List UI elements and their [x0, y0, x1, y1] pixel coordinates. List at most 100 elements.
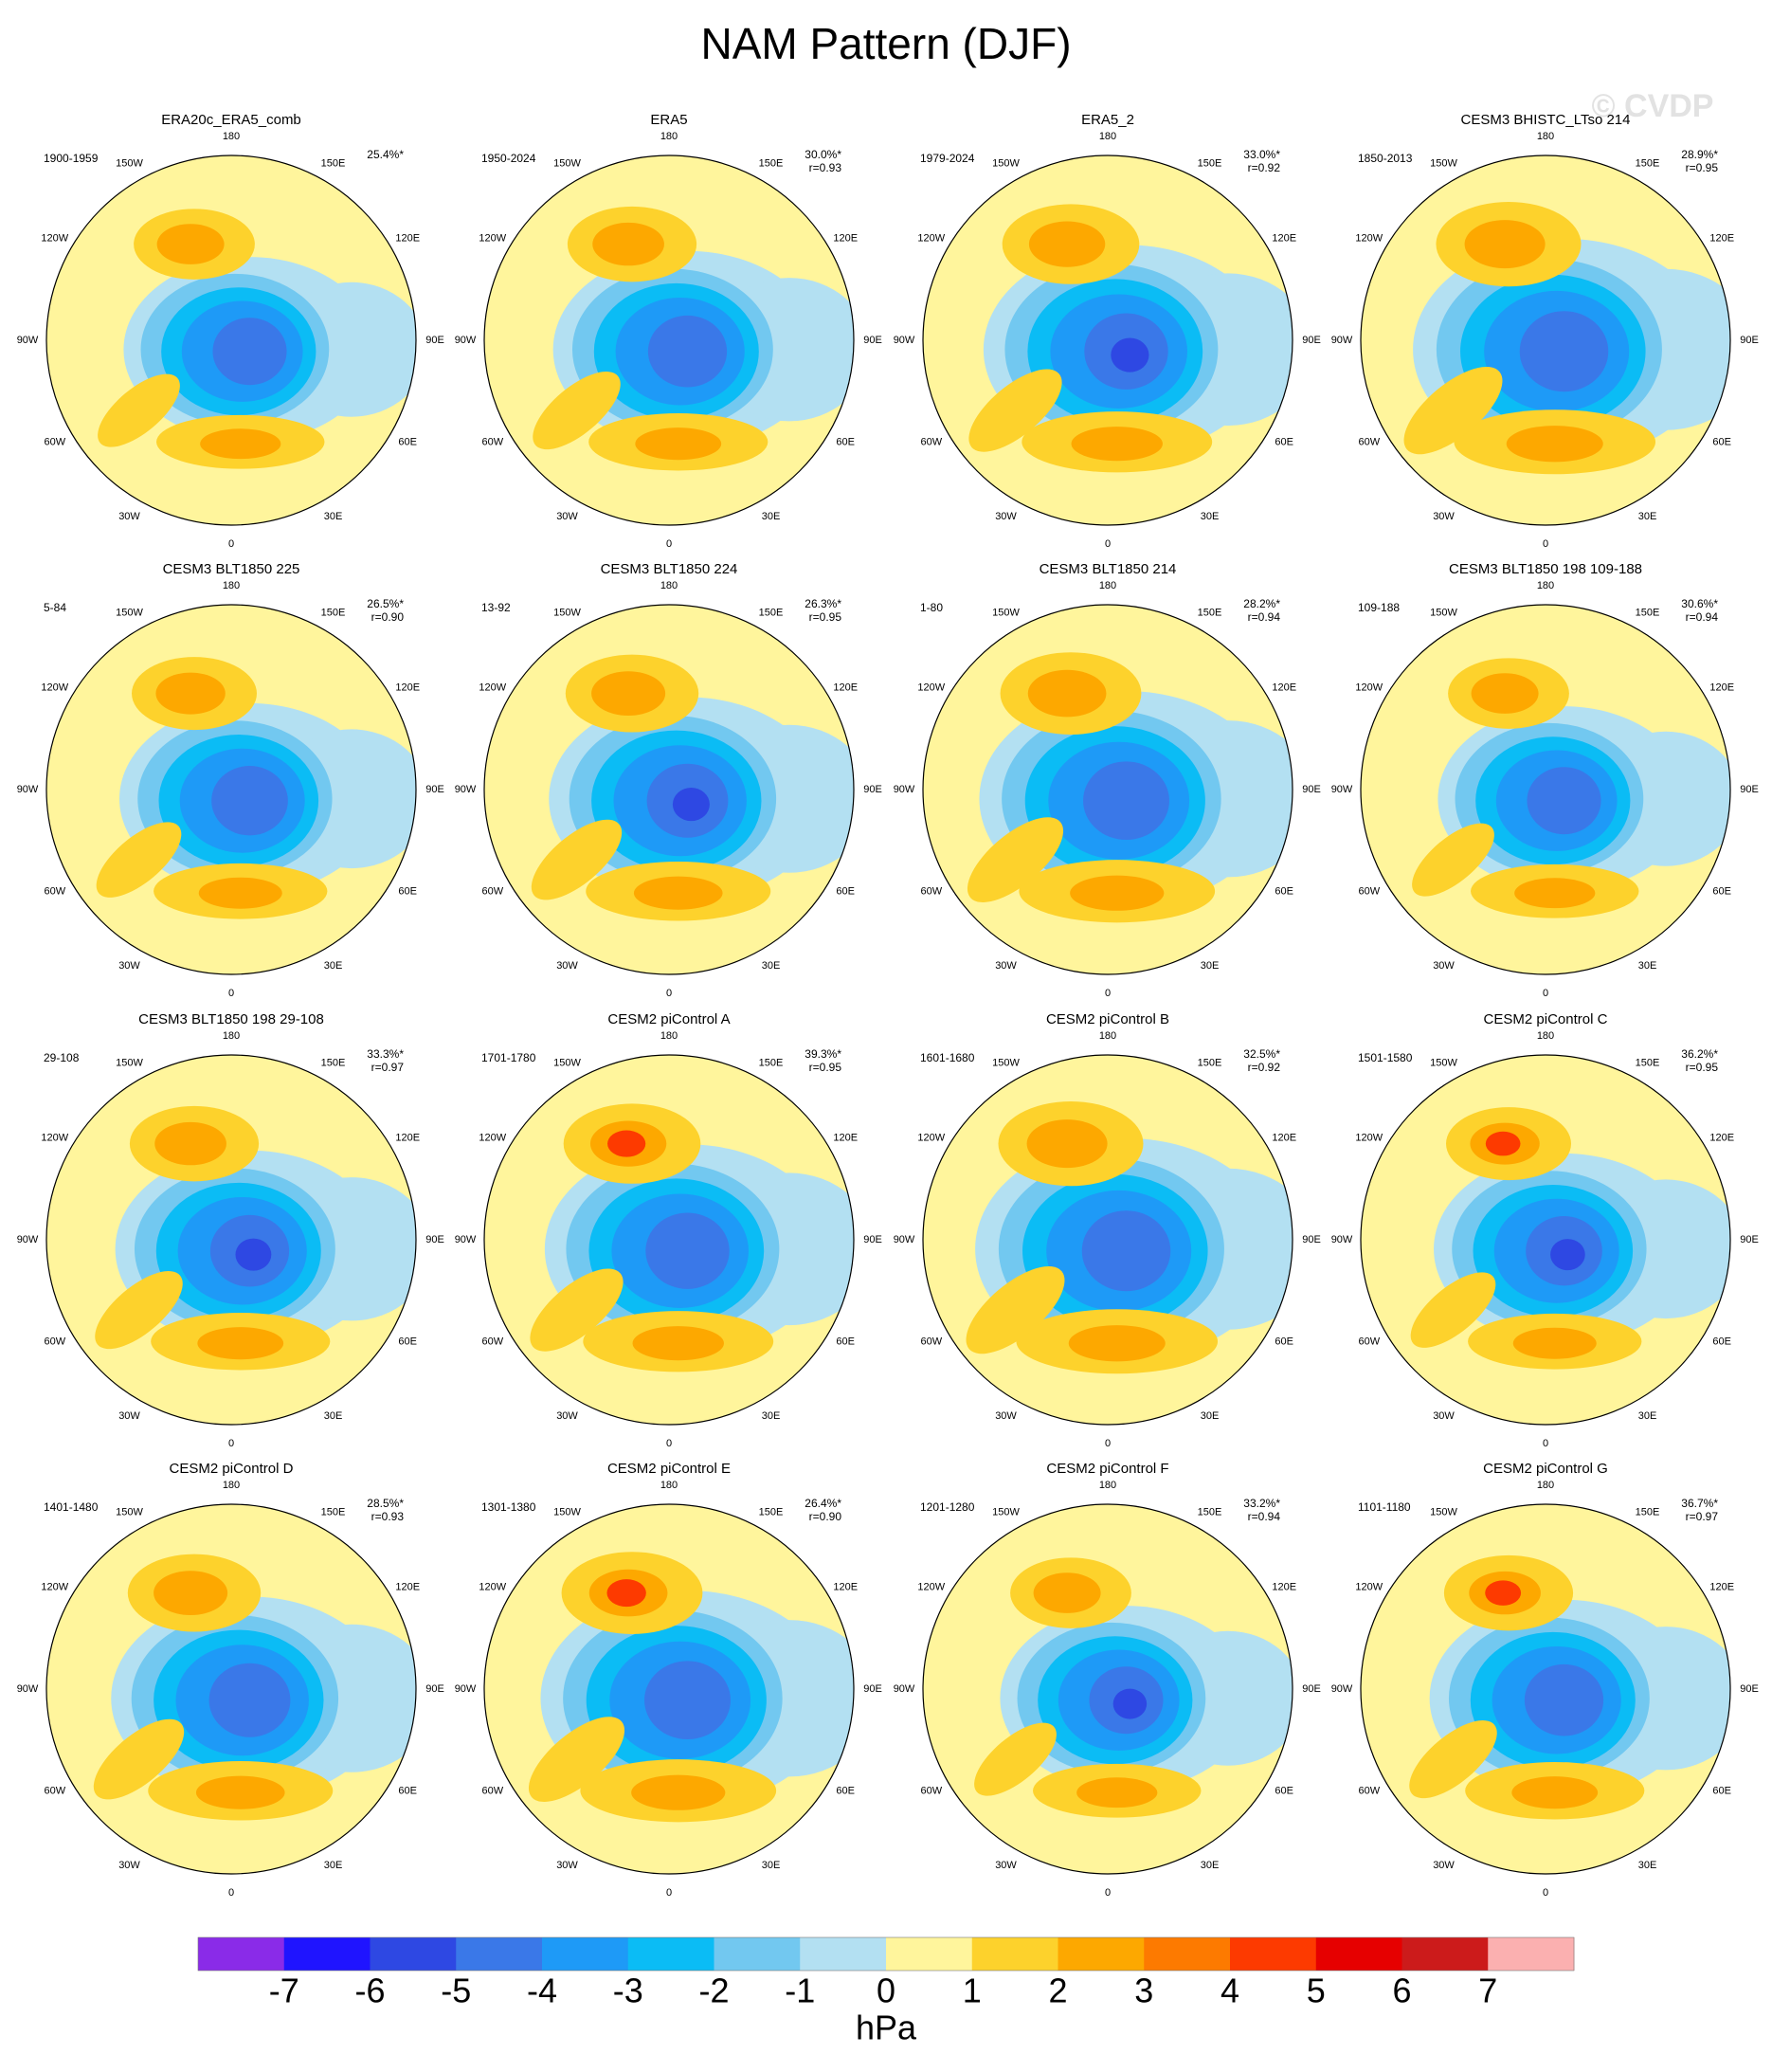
longitude-label: 90W	[455, 335, 477, 346]
contour-fill	[592, 222, 664, 266]
longitude-label: 90W	[1331, 335, 1353, 346]
longitude-label: 150W	[553, 1058, 581, 1069]
longitude-label: 150W	[992, 158, 1020, 170]
longitude-label: 90W	[17, 1234, 39, 1245]
map-outline	[1360, 154, 1731, 526]
contour-fill	[632, 1326, 724, 1361]
longitude-label: 150W	[992, 1507, 1020, 1518]
contour-fill	[607, 1130, 646, 1157]
longitude-label: 120W	[1355, 1581, 1383, 1592]
longitude-label: 30W	[1433, 511, 1455, 522]
map-panel	[484, 605, 854, 974]
longitude-label: 120E	[1272, 1132, 1296, 1143]
panel-percent: 32.5%*	[1243, 1047, 1280, 1061]
colorbar-box	[800, 1937, 887, 1971]
figure-title: NAM Pattern (DJF)	[700, 19, 1071, 68]
longitude-label: 30W	[995, 1410, 1017, 1422]
longitude-label: 60E	[1712, 436, 1731, 447]
panel-title: CESM3 BLT1850 225	[163, 561, 300, 577]
longitude-label: 180	[223, 131, 240, 142]
longitude-label: 60W	[481, 436, 503, 447]
colorbar-unit: hPa	[856, 2008, 917, 2047]
longitude-label: 60E	[836, 436, 855, 447]
panel-period: 13-92	[481, 601, 511, 614]
longitude-label: 90W	[1331, 784, 1353, 795]
panel-correlation: r=0.95	[1686, 161, 1719, 174]
colorbar-tick-label: -3	[613, 1972, 643, 2010]
contour-fill	[635, 427, 722, 461]
panel-percent: 26.5%*	[367, 597, 404, 610]
longitude-label: 180	[660, 131, 678, 142]
colorbar-tick-label: -6	[354, 1972, 385, 2010]
contour-fill	[591, 671, 666, 716]
longitude-label: 30W	[995, 511, 1017, 522]
panel-period: 1950-2024	[481, 152, 536, 165]
map-panel	[484, 1055, 854, 1425]
longitude-label: 60E	[1275, 1785, 1293, 1796]
longitude-label: 90E	[425, 1234, 444, 1245]
panel-correlation: r=0.95	[1686, 1061, 1719, 1074]
longitude-label: 120W	[479, 1581, 506, 1592]
map-outline	[483, 1054, 855, 1426]
contour-fill	[1027, 669, 1107, 718]
contour-fill	[1076, 1777, 1158, 1808]
longitude-label: 180	[223, 1480, 240, 1491]
longitude-label: 150E	[321, 158, 346, 170]
longitude-label: 60W	[481, 1336, 503, 1347]
contour-fill	[198, 877, 282, 909]
longitude-label: 60W	[1358, 885, 1380, 897]
contour-fill	[1028, 221, 1106, 267]
longitude-label: 60E	[1275, 885, 1293, 897]
longitude-label: 180	[1537, 131, 1554, 142]
map-panel	[1361, 1504, 1730, 1874]
longitude-label: 150E	[1198, 1507, 1222, 1518]
map-outline	[483, 154, 855, 526]
longitude-label: 120E	[1709, 1132, 1734, 1143]
contour-fill	[1514, 878, 1596, 909]
longitude-label: 90W	[455, 1683, 477, 1695]
contour-fill	[208, 1663, 291, 1737]
contour-fill	[156, 224, 225, 264]
longitude-label: 30E	[324, 1860, 343, 1871]
longitude-label: 0	[228, 538, 234, 550]
contour-fill	[212, 318, 287, 386]
panel-percent: 26.3%*	[805, 597, 841, 610]
longitude-label: 90W	[894, 335, 915, 346]
map-panel	[1361, 605, 1730, 974]
contour-fill	[1527, 767, 1601, 835]
longitude-label: 30W	[556, 960, 578, 972]
contour-fill	[1033, 1572, 1101, 1613]
longitude-label: 30W	[995, 960, 1017, 972]
longitude-label: 150E	[1636, 608, 1660, 619]
colorbar-box	[1315, 1937, 1402, 1971]
longitude-label: 150E	[1636, 1507, 1660, 1518]
longitude-label: 60W	[1358, 436, 1380, 447]
map-outline	[922, 154, 1293, 526]
longitude-label: 0	[228, 1438, 234, 1449]
longitude-label: 150W	[992, 608, 1020, 619]
panel-percent: 25.4%*	[367, 148, 404, 161]
longitude-label: 90E	[1740, 335, 1759, 346]
longitude-label: 90E	[863, 335, 882, 346]
longitude-label: 90E	[1740, 1234, 1759, 1245]
colorbar-tick-label: -7	[269, 1972, 299, 2010]
longitude-label: 120W	[917, 682, 945, 693]
longitude-label: 180	[223, 580, 240, 591]
panel-title: CESM2 piControl A	[607, 1011, 730, 1027]
contour-fill	[606, 1579, 646, 1608]
panel-percent: 36.2%*	[1681, 1047, 1718, 1061]
panel-title: CESM3 BLT1850 214	[1040, 561, 1177, 577]
longitude-label: 150W	[116, 158, 143, 170]
longitude-label: 0	[1543, 988, 1548, 999]
longitude-label: 150E	[759, 158, 784, 170]
map-outline	[1360, 1503, 1731, 1875]
longitude-label: 90E	[863, 784, 882, 795]
longitude-label: 120E	[833, 1132, 858, 1143]
contour-fill	[645, 1212, 730, 1289]
panel-title: CESM3 BLT1850 224	[601, 561, 738, 577]
colorbar-tick-label: -1	[785, 1972, 815, 2010]
contour-fill	[1550, 1239, 1585, 1271]
panel-percent: 33.0%*	[1243, 148, 1280, 161]
panel-percent: 30.0%*	[805, 148, 841, 161]
